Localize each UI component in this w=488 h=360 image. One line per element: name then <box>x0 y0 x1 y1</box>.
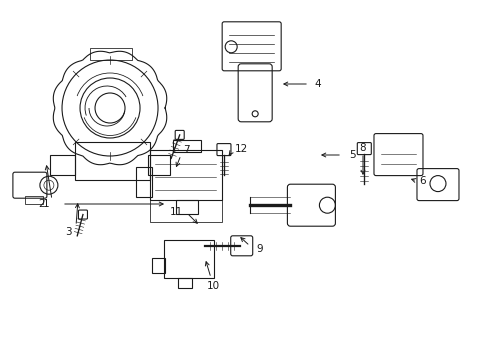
Bar <box>151 258 164 273</box>
Text: 9: 9 <box>256 244 263 254</box>
Text: 1: 1 <box>42 199 49 209</box>
Bar <box>136 167 152 197</box>
Bar <box>25 196 43 204</box>
Text: 11: 11 <box>169 207 182 217</box>
Text: 2: 2 <box>39 199 45 209</box>
Text: 8: 8 <box>359 143 366 153</box>
Text: 4: 4 <box>314 79 321 89</box>
Text: 5: 5 <box>349 150 356 160</box>
Bar <box>148 155 170 175</box>
Bar <box>177 278 191 288</box>
Bar <box>173 140 201 152</box>
Text: 3: 3 <box>64 227 71 237</box>
Bar <box>75 142 150 180</box>
Bar <box>163 240 213 278</box>
Bar <box>50 155 75 175</box>
Bar <box>176 199 198 213</box>
Text: 10: 10 <box>206 281 219 291</box>
Bar <box>90 48 132 60</box>
Text: 12: 12 <box>234 144 247 154</box>
Bar <box>150 199 222 222</box>
Text: 7: 7 <box>183 145 189 155</box>
Text: 6: 6 <box>419 176 426 186</box>
Bar <box>150 150 222 199</box>
